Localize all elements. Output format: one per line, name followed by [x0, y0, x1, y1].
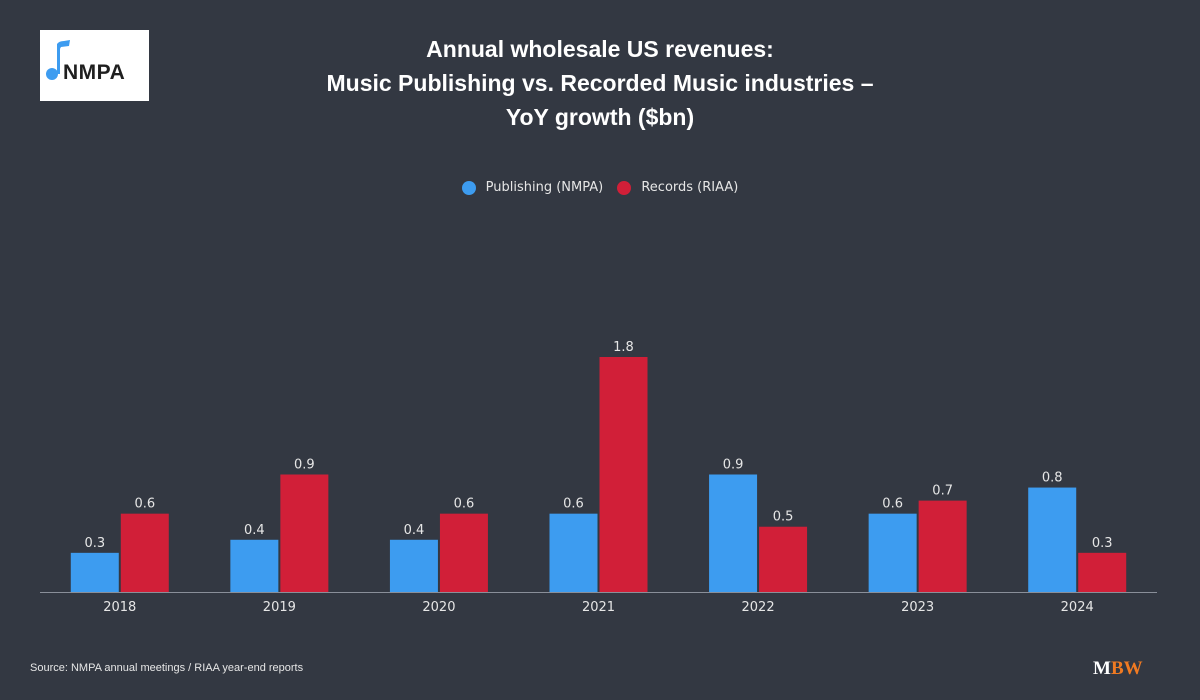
data-label: 0.3	[1092, 536, 1113, 551]
bar-records-2021	[599, 357, 648, 592]
legend: Publishing (NMPA) Records (RIAA)	[0, 180, 1200, 199]
data-label: 0.6	[882, 497, 903, 512]
bar-records-2022	[759, 526, 808, 592]
x-tick-label: 2024	[1061, 600, 1094, 615]
bar-publishing-2022	[709, 474, 758, 592]
mbw-logo: MBW	[1093, 658, 1143, 680]
nmpa-logo: NMPA	[40, 30, 149, 101]
legend-label: Records (RIAA)	[641, 180, 739, 195]
data-label: 0.4	[404, 523, 425, 538]
bar-publishing-2021	[549, 513, 598, 592]
bar-publishing-2023	[868, 513, 917, 592]
data-label: 0.5	[773, 510, 794, 525]
x-tick-label: 2018	[103, 600, 136, 615]
legend-item-records[interactable]: Records (RIAA)	[617, 180, 738, 195]
x-tick-label: 2023	[901, 600, 934, 615]
data-label: 0.8	[1042, 471, 1063, 486]
legend-dot-publishing	[461, 180, 476, 195]
bar-records-2023	[918, 500, 967, 592]
bar-publishing-2018	[70, 552, 119, 592]
x-tick-label: 2022	[742, 600, 775, 615]
logo-text: NMPA	[63, 61, 126, 84]
mbw-bw: BW	[1110, 658, 1143, 679]
bar-publishing-2020	[389, 539, 438, 592]
x-tick-label: 2019	[263, 600, 296, 615]
x-tick-label: 2021	[582, 600, 615, 615]
bar-records-2018	[120, 513, 169, 592]
legend-dot-records	[617, 180, 632, 195]
title-line: Annual wholesale US revenues:	[426, 36, 774, 62]
mbw-m: M	[1093, 658, 1111, 679]
data-label: 0.3	[84, 536, 105, 551]
bar-publishing-2019	[230, 539, 279, 592]
bar-publishing-2024	[1028, 487, 1077, 592]
title-line: YoY growth ($bn)	[505, 104, 695, 130]
data-label: 1.8	[613, 340, 634, 355]
legend-item-publishing[interactable]: Publishing (NMPA)	[461, 180, 604, 195]
data-label: 0.4	[244, 523, 265, 538]
music-note-icon	[46, 40, 70, 80]
legend-label: Publishing (NMPA)	[485, 180, 604, 195]
data-label: 0.6	[563, 497, 584, 512]
bar-records-2020	[439, 513, 488, 592]
data-label: 0.7	[932, 484, 953, 499]
bar-records-2024	[1078, 552, 1127, 592]
data-label: 0.9	[294, 458, 315, 473]
x-tick-label: 2020	[422, 600, 455, 615]
data-label: 0.6	[454, 497, 475, 512]
data-label: 0.9	[723, 458, 744, 473]
data-label: 0.6	[134, 497, 155, 512]
bar-records-2019	[280, 474, 329, 592]
chart-title: Annual wholesale US revenues: Music Publ…	[200, 32, 1000, 134]
source-note: Source: NMPA annual meetings / RIAA year…	[30, 662, 304, 674]
title-line: Music Publishing vs. Recorded Music indu…	[326, 70, 874, 96]
